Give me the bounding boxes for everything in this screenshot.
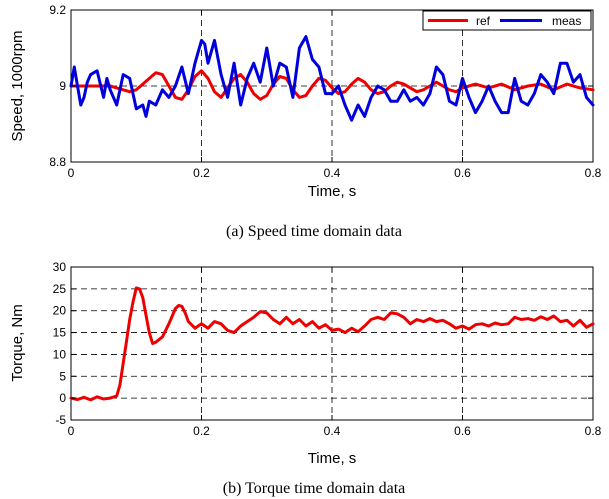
torque-x-tick-label: 0 <box>68 424 75 438</box>
torque-y-tick-label: 15 <box>53 326 67 340</box>
speed-y-tick-label: 9.2 <box>49 3 66 17</box>
speed-x-tick-label: 0.6 <box>454 166 471 180</box>
speed-chart: 0 0.2 0.4 0.6 0.8 8.8 9 9.2 ref meas Time, s Sp… <box>9 3 602 240</box>
torque-x-tick-label: 0.6 <box>454 424 471 438</box>
torque-x-tick-label: 0.4 <box>324 424 341 438</box>
torque-x-tick-label: 0.8 <box>585 424 602 438</box>
torque-series-torque-line <box>69 286 595 402</box>
torque-y-tick-label: 10 <box>53 347 67 361</box>
speed-legend: ref meas <box>422 10 592 31</box>
speed-y-tick-label: 9 <box>59 79 66 93</box>
legend-ref-label: ref <box>476 14 491 28</box>
speed-x-axis-label: Time, s <box>308 183 357 200</box>
torque-y-tick-label: 25 <box>53 282 67 296</box>
speed-x-tick-label: 0.2 <box>193 166 210 180</box>
torque-y-tick-label: 5 <box>59 369 66 383</box>
torque-y-tick-label: 0 <box>59 391 66 405</box>
torque-y-tick-label: 30 <box>53 260 67 274</box>
speed-series-meas-line <box>69 35 595 122</box>
torque-caption: (b) Torque time domain data <box>223 480 406 497</box>
torque-x-tick-label: 0.2 <box>193 424 210 438</box>
speed-series-lines <box>69 35 595 122</box>
legend-meas-label: meas <box>552 14 581 28</box>
torque-series-lines <box>69 286 595 402</box>
torque-y-tick-label: -5 <box>55 413 66 427</box>
speed-x-tick-label: 0.4 <box>324 166 341 180</box>
speed-y-tick-label: 8.8 <box>49 155 66 169</box>
speed-ticks: 0 0.2 0.4 0.6 0.8 8.8 9 9.2 <box>49 3 601 180</box>
speed-series-ref-line <box>69 69 595 101</box>
torque-x-axis-label: Time, s <box>308 450 357 467</box>
speed-x-tick-label: 0.8 <box>585 166 602 180</box>
torque-grid <box>71 267 593 420</box>
speed-y-axis-label: Speed, 1000rpm <box>9 31 26 142</box>
speed-caption: (a) Speed time domain data <box>226 223 402 240</box>
speed-x-tick-label: 0 <box>68 166 75 180</box>
torque-y-axis-label: Torque, Nm <box>9 304 26 382</box>
torque-y-tick-label: 20 <box>53 304 67 318</box>
